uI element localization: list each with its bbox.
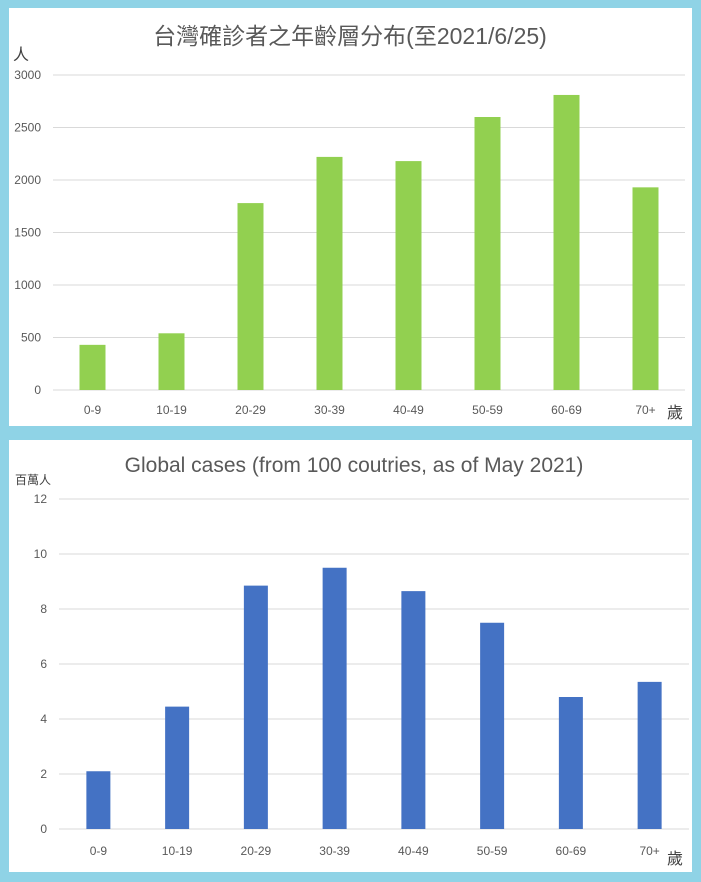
bar <box>243 585 268 829</box>
y-tick-label: 0 <box>34 383 41 397</box>
x-tick-label: 0-9 <box>90 844 108 858</box>
bar <box>558 697 583 829</box>
y-tick-label: 8 <box>40 602 47 616</box>
bar <box>158 333 185 390</box>
y-tick-label: 2500 <box>14 121 41 135</box>
bar <box>322 567 347 829</box>
x-tick-label: 50-59 <box>477 844 508 858</box>
x-tick-label: 30-39 <box>319 844 350 858</box>
bar <box>637 681 662 829</box>
x-axis-unit-label: 歲 <box>667 850 683 868</box>
x-tick-label: 40-49 <box>393 403 424 417</box>
x-tick-label: 0-9 <box>84 403 102 417</box>
bottom-chart-panel: Global cases (from 100 coutries, as of M… <box>9 440 692 872</box>
x-tick-label: 40-49 <box>398 844 429 858</box>
top-chart-panel: 台灣確診者之年齡層分布(至2021/6/25) 人 歲 0 500 1000 1500… <box>9 8 692 426</box>
bar <box>480 622 505 829</box>
bar <box>316 156 343 390</box>
x-tick-label: 60-69 <box>556 844 587 858</box>
bar <box>401 591 426 829</box>
x-tick-label: 50-59 <box>472 403 503 417</box>
x-tick-label: 70+ <box>639 844 659 858</box>
bar <box>86 771 111 829</box>
bar <box>474 117 501 390</box>
y-tick-label: 2 <box>40 767 47 781</box>
bar <box>237 203 264 390</box>
chart-title: Global cases (from 100 coutries, as of M… <box>125 454 584 477</box>
y-tick-label: 1000 <box>14 278 41 292</box>
bar <box>165 706 190 829</box>
y-tick-label: 3000 <box>14 68 41 82</box>
bar <box>632 187 659 390</box>
x-tick-label: 70+ <box>635 403 655 417</box>
taiwan-age-chart: 台灣確診者之年齡層分布(至2021/6/25) 人 歲 0 500 1000 1500… <box>13 23 685 422</box>
y-tick-label: 4 <box>40 712 47 726</box>
x-tick-label: 60-69 <box>551 403 582 417</box>
y-tick-label: 2000 <box>14 173 41 187</box>
y-tick-label: 12 <box>34 492 48 506</box>
bar <box>395 161 422 390</box>
x-tick-label: 10-19 <box>162 844 193 858</box>
y-tick-label: 6 <box>40 657 47 671</box>
x-tick-label: 30-39 <box>314 403 345 417</box>
bar <box>553 94 580 390</box>
plot-area: 0 500 1000 1500 2000 2500 3000 0-9 10-19 20-29 30-… <box>14 68 685 417</box>
y-axis-unit-label: 人 <box>13 46 29 64</box>
chart-title: 台灣確診者之年齡層分布(至2021/6/25) <box>153 23 547 49</box>
x-tick-label: 10-19 <box>156 403 187 417</box>
y-tick-label: 10 <box>34 547 48 561</box>
global-age-chart: Global cases (from 100 coutries, as of M… <box>15 454 689 868</box>
y-tick-label: 500 <box>21 331 41 345</box>
x-tick-label: 20-29 <box>241 844 272 858</box>
x-tick-label: 20-29 <box>235 403 266 417</box>
bar <box>79 344 106 390</box>
y-tick-label: 1500 <box>14 226 41 240</box>
x-axis-unit-label: 歲 <box>667 404 683 422</box>
y-tick-label: 0 <box>40 822 47 836</box>
plot-area: 0 2 4 6 8 10 12 0-9 10-19 20-29 30-39 40-49 50-59 60-… <box>34 492 689 858</box>
y-axis-unit-label: 百萬人 <box>15 473 51 487</box>
